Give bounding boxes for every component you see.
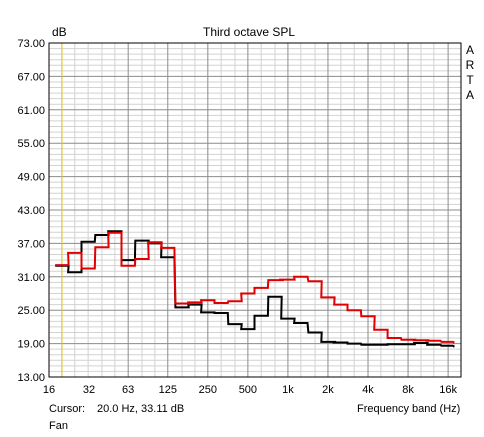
x-tick-label: 63 xyxy=(122,384,134,396)
watermark-letter: T xyxy=(466,73,474,87)
series-line-black xyxy=(55,230,455,348)
chart-title: Third octave SPL xyxy=(203,25,296,39)
x-axis-label: Frequency band (Hz) xyxy=(357,403,461,415)
cursor-label: Cursor: xyxy=(49,403,86,415)
x-tick-label: 250 xyxy=(199,384,217,396)
y-tick-label: 19.00 xyxy=(17,339,45,351)
cursor-readout: 20.0 Hz, 33.11 dB xyxy=(97,403,185,415)
legend-label-fan: Fan xyxy=(49,420,68,432)
y-tick-label: 73.00 xyxy=(17,38,45,50)
y-tick-label: 67.00 xyxy=(17,71,45,83)
x-tick-labels: 16 32 63 125 250 500 1k 2k 4k 8k 16k xyxy=(43,384,458,396)
watermark-letter: A xyxy=(465,88,474,102)
y-tick-label: 31.00 xyxy=(17,272,45,284)
watermark-letter: R xyxy=(465,58,475,72)
y-tick-labels: 73.00 67.00 61.00 55.00 49.00 43.00 37.00 31.00… xyxy=(17,38,45,384)
x-tick-label: 16k xyxy=(439,384,457,396)
x-tick-label: 4k xyxy=(362,384,374,396)
x-tick-label: 2k xyxy=(322,384,334,396)
y-tick-label: 13.00 xyxy=(17,372,45,384)
y-tick-label: 49.00 xyxy=(17,172,45,184)
y-tick-label: 37.00 xyxy=(17,238,45,250)
y-tick-label: 61.00 xyxy=(17,105,45,117)
y-tick-label: 43.00 xyxy=(17,205,45,217)
x-tick-label: 500 xyxy=(239,384,257,396)
watermark-letter: A xyxy=(465,43,474,57)
y-tick-label: 25.00 xyxy=(17,305,45,317)
x-tick-label: 8k xyxy=(402,384,414,396)
y-axis-label: dB xyxy=(52,25,67,39)
plot-frame xyxy=(48,42,462,378)
x-tick-label: 125 xyxy=(159,384,177,396)
x-tick-label: 32 xyxy=(83,384,95,396)
series-group xyxy=(55,230,455,348)
y-tick-label: 55.00 xyxy=(17,138,45,150)
x-tick-label: 1k xyxy=(282,384,294,396)
series-line-red xyxy=(55,231,455,344)
x-tick-label: 16 xyxy=(43,384,55,396)
